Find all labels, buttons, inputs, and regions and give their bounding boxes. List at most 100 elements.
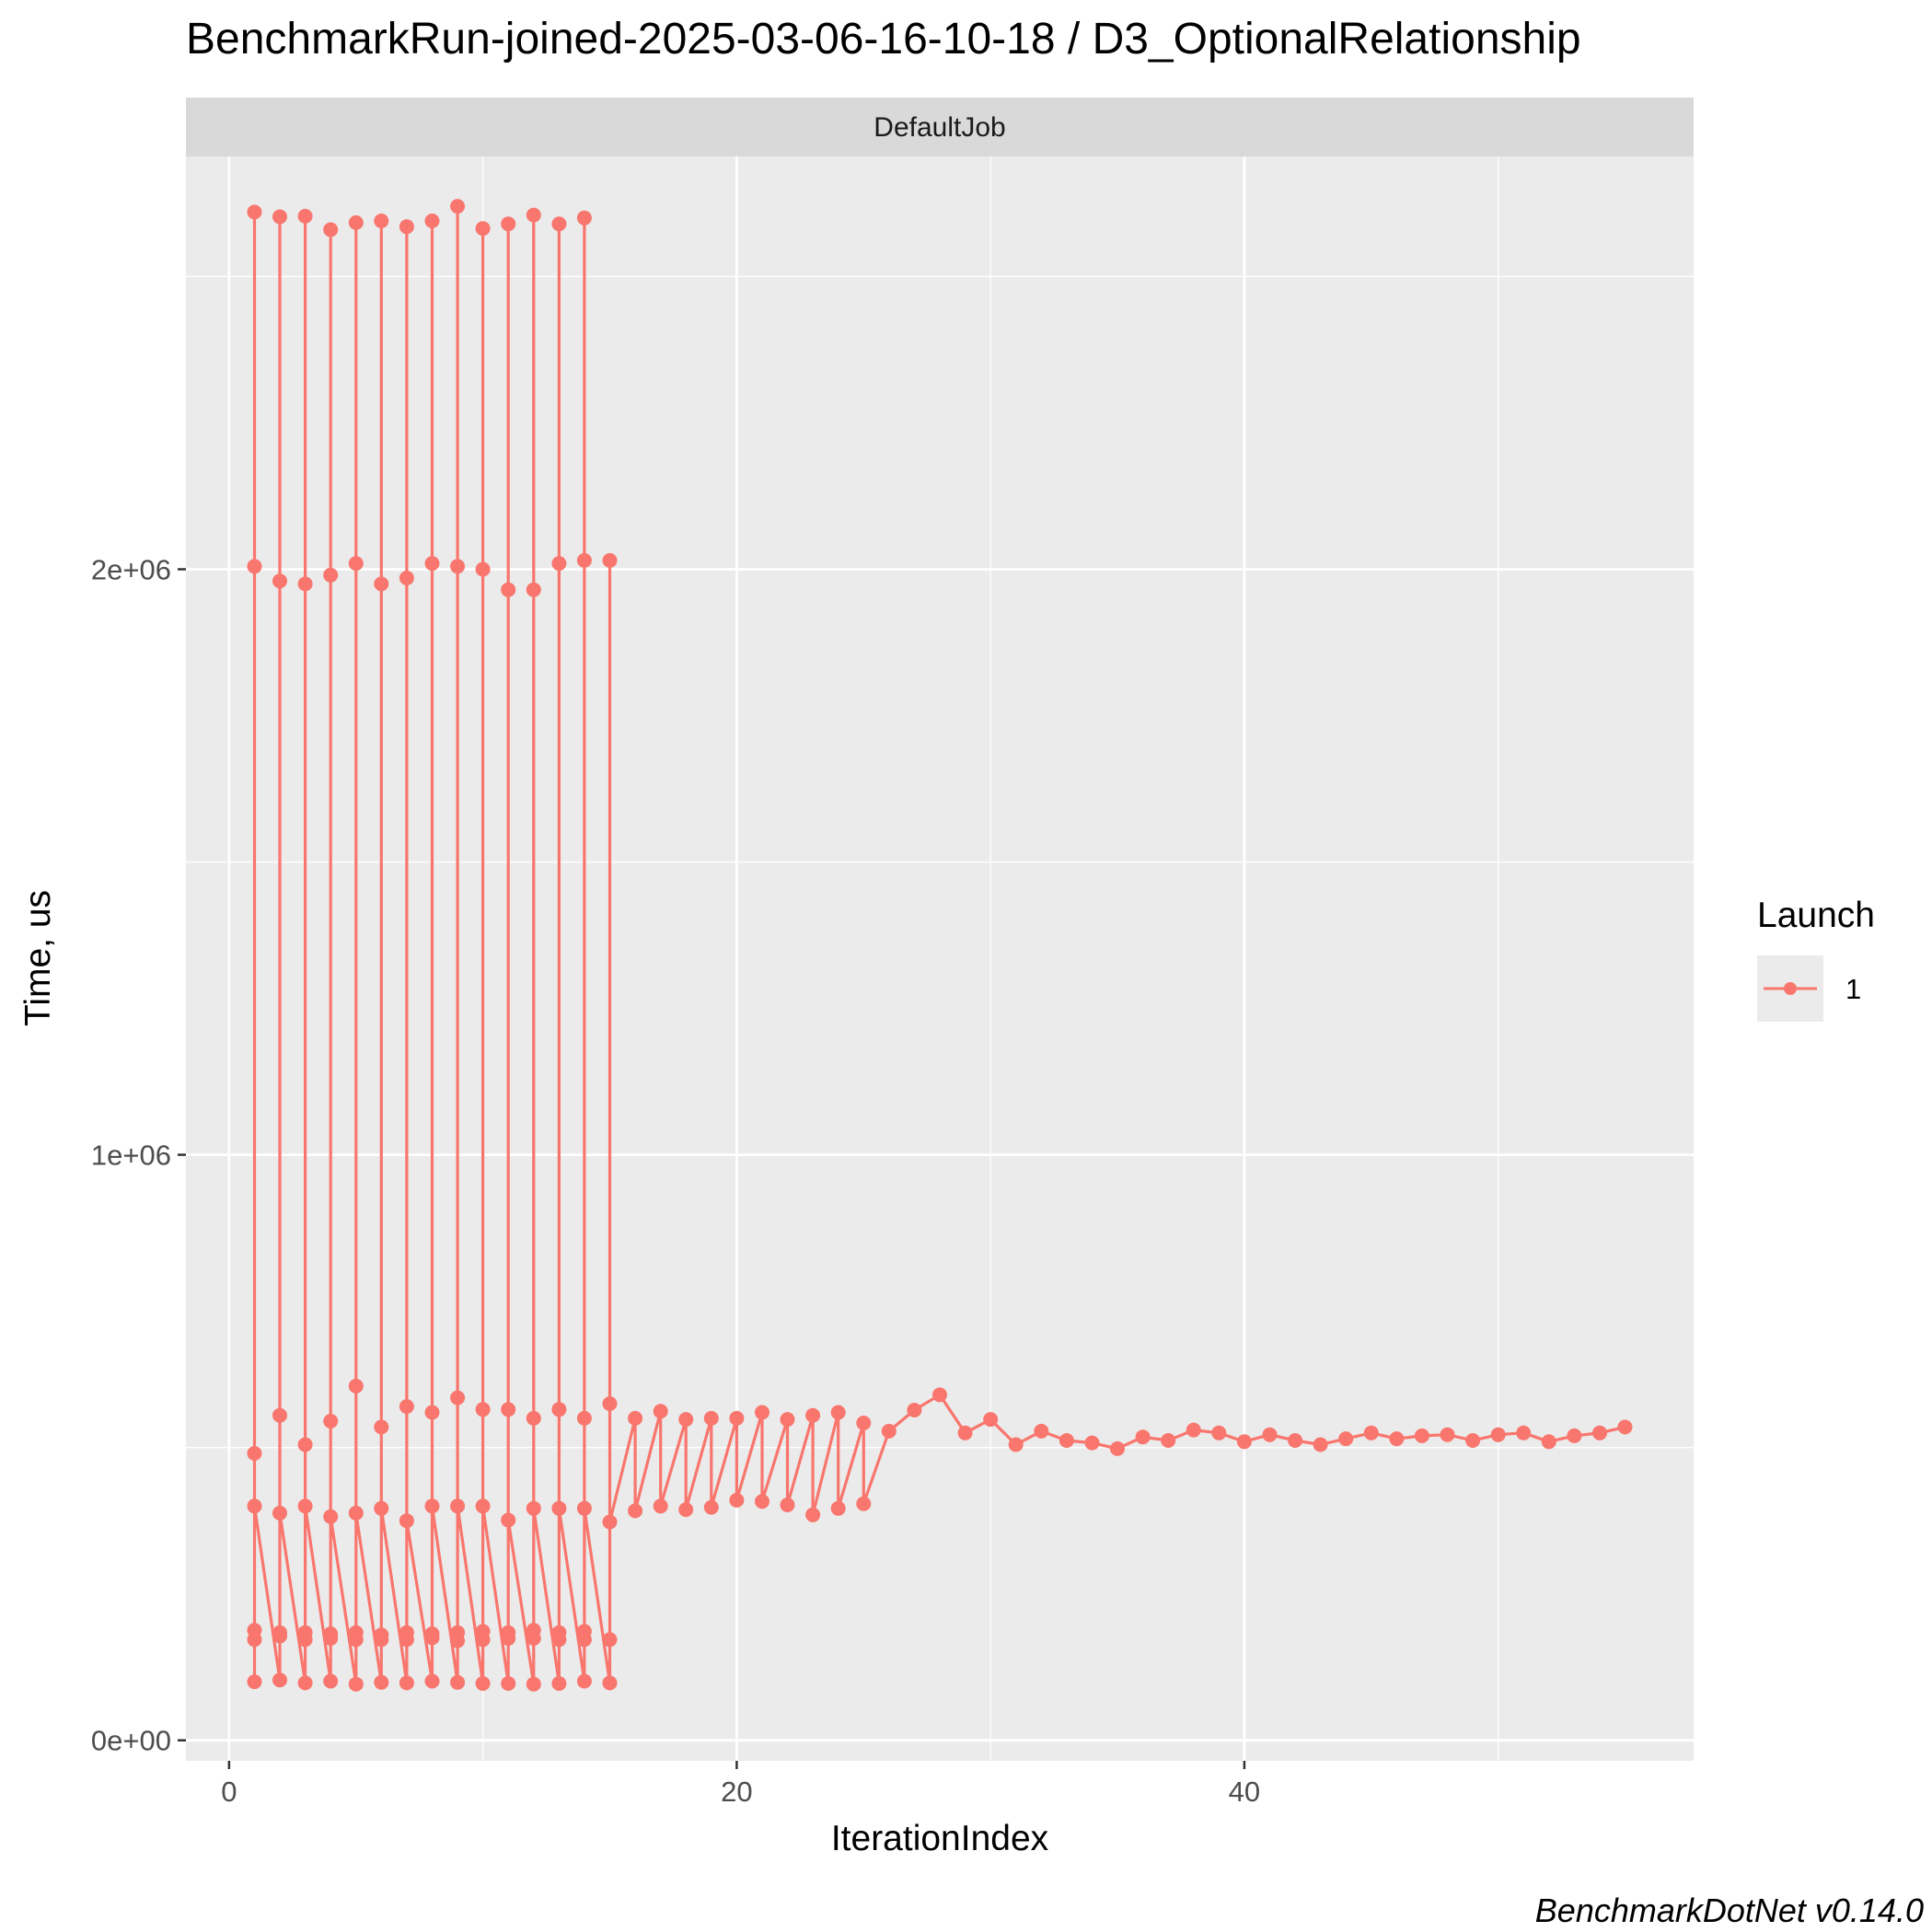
x-tick-label: 0 [221,1776,237,1808]
data-point [475,1498,491,1514]
data-point [805,1507,821,1522]
data-point [1414,1428,1429,1443]
data-point [729,1410,745,1426]
data-point [551,1500,567,1516]
data-point [551,556,567,572]
data-point [653,1404,668,1419]
data-point [1363,1425,1379,1440]
data-point [1186,1422,1201,1438]
data-point [424,1405,440,1420]
data-point [247,204,262,220]
legend: Launch 1 [1757,896,1875,1022]
data-point [424,1673,440,1689]
data-point [856,1496,872,1511]
data-point [678,1412,694,1428]
data-point [551,1632,567,1648]
data-point [1236,1434,1252,1450]
legend-key-point [1784,982,1797,995]
data-point [576,1673,592,1689]
data-point [1084,1435,1100,1451]
data-point [348,1676,364,1692]
data-point [450,1674,466,1690]
facet-strip-label: DefaultJob [873,112,1005,143]
data-point [399,1513,414,1529]
data-point [907,1403,922,1417]
series-layer [247,199,1633,1692]
data-point [450,559,466,574]
data-point [830,1405,846,1420]
data-point [602,1396,618,1411]
data-point [374,1419,389,1435]
data-point [1440,1427,1455,1442]
data-point [450,199,466,214]
data-point [399,1675,414,1691]
data-point [551,1676,567,1691]
data-point [602,1632,618,1648]
data-point [247,1446,262,1461]
data-point [780,1498,795,1512]
data-point [272,1407,287,1423]
data-point [576,1410,592,1426]
data-point [374,1632,389,1648]
data-point [501,1402,516,1417]
data-point [576,1500,592,1516]
data-point [501,1512,516,1528]
data-point [830,1500,846,1516]
data-point [526,1500,541,1516]
data-point [475,221,491,237]
data-point [1161,1433,1176,1448]
data-point [1034,1423,1049,1439]
data-point [628,1503,643,1519]
data-point [297,1437,313,1452]
data-point [526,582,541,597]
data-point [1110,1440,1125,1456]
y-axis-title: Time, us [18,890,58,1026]
data-point [247,1623,262,1638]
data-point [1135,1429,1151,1445]
data-point [1059,1433,1074,1448]
data-point [805,1407,821,1423]
data-point [399,1625,414,1640]
axes: 0 20 40 0e+00 1e+06 2e+06 [91,553,1260,1808]
data-point [475,561,491,577]
data-point [272,1672,287,1688]
data-point [297,1625,313,1640]
data-point [501,216,516,232]
data-point [348,556,364,572]
data-point [450,1498,466,1514]
data-point [247,1674,262,1690]
data-point [602,552,618,568]
data-point [297,576,313,592]
data-point [424,1630,440,1646]
data-point [1288,1433,1303,1448]
data-point [450,1390,466,1406]
data-point [374,576,389,592]
chart-title: BenchmarkRun-joined-2025-03-06-16-10-18 … [186,15,1581,64]
data-point [247,559,262,574]
data-point [1592,1425,1607,1440]
data-point [424,556,440,572]
data-point [1211,1425,1227,1440]
data-point [501,582,516,597]
data-point [450,1625,466,1640]
data-point [424,1498,440,1514]
data-point [932,1387,947,1403]
data-point [1541,1434,1556,1450]
data-point [501,1676,516,1691]
facet-strip [186,98,1694,156]
data-point [247,1498,262,1514]
data-point [475,1402,491,1417]
data-point [551,216,567,232]
data-point [272,573,287,589]
data-point [272,209,287,225]
data-point [297,208,313,224]
data-point [374,1500,389,1516]
data-point [323,567,339,583]
data-point [501,1631,516,1646]
data-point [856,1416,872,1430]
data-point [323,222,339,237]
data-point [1465,1433,1481,1448]
x-tick-label: 20 [721,1776,752,1808]
data-point [526,1623,541,1638]
